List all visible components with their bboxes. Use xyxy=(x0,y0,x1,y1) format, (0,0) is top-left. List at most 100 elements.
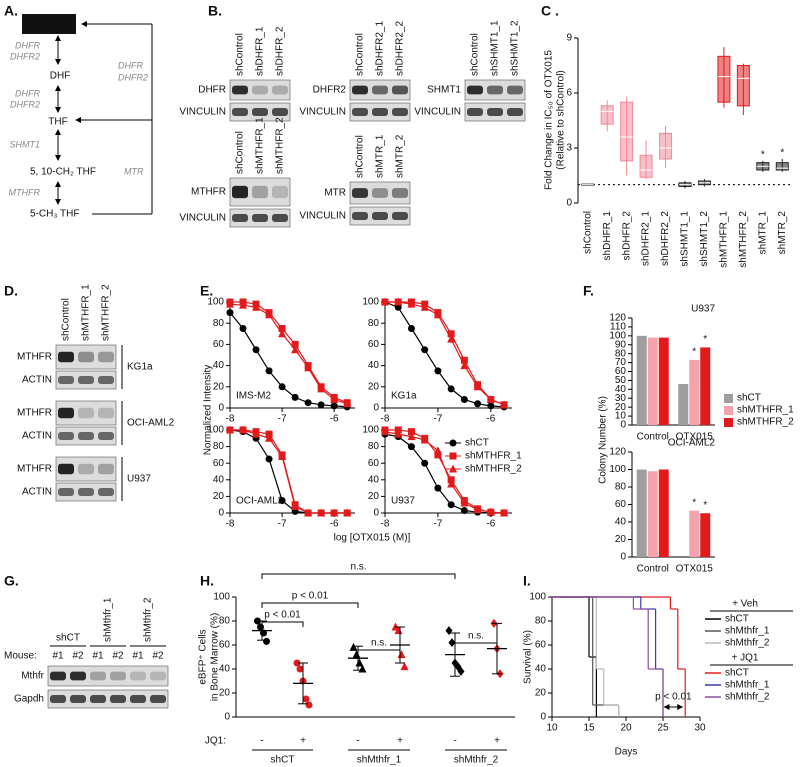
significance-mark: * xyxy=(703,500,707,511)
category-label: OTX015 xyxy=(676,564,714,575)
lane-label: shControl xyxy=(355,135,366,178)
legend-label: shMthfr_1 xyxy=(725,626,770,637)
band xyxy=(372,188,388,198)
comparison-label: p < 0.01 xyxy=(264,610,301,621)
band xyxy=(372,212,388,220)
legend-swatch xyxy=(724,394,733,403)
curve xyxy=(229,303,348,405)
point xyxy=(304,508,313,517)
band xyxy=(58,488,74,496)
y-axis-label: in Bone Marrow (%) xyxy=(210,613,221,701)
bar xyxy=(647,337,658,425)
box xyxy=(736,65,750,107)
group-label: shMthfr_1 xyxy=(103,597,114,642)
y-tick-label: 90 xyxy=(615,339,627,350)
cell-line-label: KG1a xyxy=(127,362,153,373)
significance-mark: * xyxy=(761,149,765,160)
band xyxy=(70,695,86,703)
y-tick-label: 20 xyxy=(219,688,231,699)
y-tick-label: 60 xyxy=(368,458,380,469)
enzyme-label: DHFR xyxy=(15,40,40,50)
point xyxy=(433,446,442,455)
x-tick-label: -6 xyxy=(486,414,495,425)
band xyxy=(392,85,408,95)
y-tick-label: 80 xyxy=(535,616,547,627)
y-axis-label: Survival (%) xyxy=(523,630,534,684)
lane-label: #1 xyxy=(92,651,104,662)
y-tick-label: 80 xyxy=(368,441,380,452)
y-tick-label: 100 xyxy=(362,425,379,436)
y-tick-label: 60 xyxy=(219,640,231,651)
y-tick-label: 40 xyxy=(213,360,225,371)
enzyme-label: MTHFR xyxy=(9,187,41,197)
y-tick-label: 120 xyxy=(609,313,626,324)
blot-row-label: ACTIN xyxy=(22,375,52,386)
lane-label: shControl xyxy=(235,131,246,174)
band xyxy=(507,85,523,95)
band xyxy=(467,85,483,95)
legend-label: shMTHFR_2 xyxy=(465,464,522,475)
y-tick-label: 9 xyxy=(566,33,572,44)
y-tick-label: 110 xyxy=(610,322,626,333)
band xyxy=(372,108,388,116)
point xyxy=(434,451,442,459)
band xyxy=(58,351,74,363)
y-tick-label: 100 xyxy=(529,592,546,603)
band xyxy=(392,188,408,198)
blot-strip xyxy=(47,689,169,709)
y-tick-label: 60 xyxy=(368,339,380,350)
point xyxy=(407,325,415,332)
band xyxy=(78,432,94,440)
y-tick-label: 20 xyxy=(535,688,547,699)
band xyxy=(352,85,368,95)
category-label: shMTHFR_1 xyxy=(719,211,730,268)
y-tick-label: 0 xyxy=(620,420,626,431)
lane-label: shSHMT1_1 xyxy=(490,20,501,76)
legend-label: shCT xyxy=(725,614,749,625)
category-label: shDHFR2_1 xyxy=(641,211,652,266)
point xyxy=(407,428,415,436)
panel-label: G. xyxy=(4,573,19,589)
comparison-label: n.s. xyxy=(371,638,387,649)
treatment-axis-label: JQ1: xyxy=(205,736,226,747)
point xyxy=(305,701,313,709)
point xyxy=(434,367,442,375)
blot-row-label: VINCULIN xyxy=(299,211,346,222)
panel-label: A. xyxy=(4,3,18,19)
band xyxy=(232,108,248,116)
panel-label: B. xyxy=(208,3,222,19)
point xyxy=(500,400,509,409)
panel-label: H. xyxy=(200,573,214,589)
comparison-label: p < 0.01 xyxy=(292,591,329,602)
legend-swatch xyxy=(724,418,733,427)
point xyxy=(278,383,286,391)
point xyxy=(265,310,274,319)
category-label: shSHMT1_2 xyxy=(699,211,710,267)
enzyme-label: DHFR2 xyxy=(118,72,148,82)
y-tick-label: 20 xyxy=(213,381,225,392)
point xyxy=(317,508,326,517)
point xyxy=(343,399,352,408)
lane-label: shMTHFR_1 xyxy=(255,117,266,174)
blot-row-label: ACTIN xyxy=(22,431,52,442)
y-tick-label: 0 xyxy=(224,712,230,723)
comparison-bracket xyxy=(454,642,498,648)
x-tick-label: 30 xyxy=(694,723,706,734)
point xyxy=(434,484,442,492)
bar xyxy=(689,359,700,425)
point xyxy=(420,302,429,311)
point xyxy=(291,340,299,348)
comparison-bracket xyxy=(261,602,359,608)
blot-row-label: VINCULIN xyxy=(414,107,461,118)
point xyxy=(252,302,261,311)
band xyxy=(467,108,483,116)
point xyxy=(457,666,465,676)
point xyxy=(265,433,274,442)
point xyxy=(460,507,468,515)
enzyme-label: MTR xyxy=(124,166,144,176)
point xyxy=(291,345,300,354)
significance-mark: * xyxy=(692,347,696,358)
bar xyxy=(689,510,700,557)
legend-label: shCT xyxy=(725,668,749,679)
point xyxy=(474,400,482,408)
